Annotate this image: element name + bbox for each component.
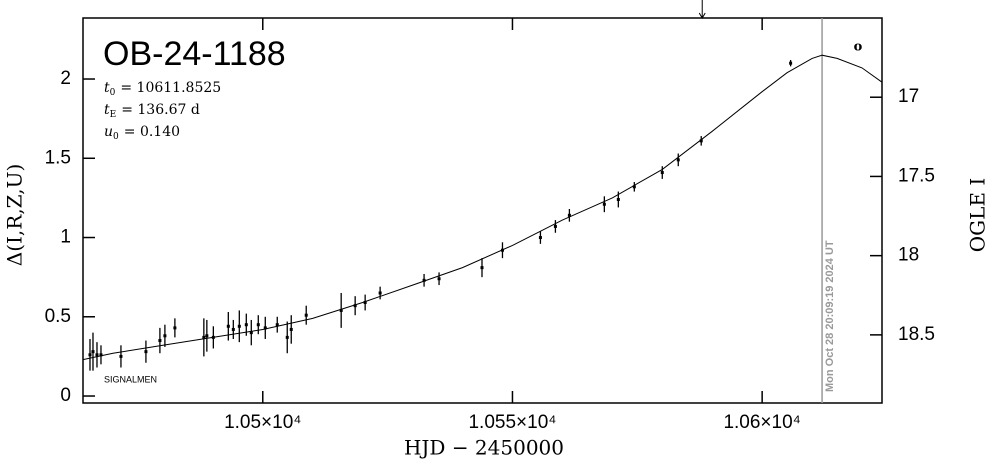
data-point xyxy=(699,139,703,143)
data-point xyxy=(616,197,620,201)
data-point xyxy=(538,236,542,240)
y2-tick-label: 17 xyxy=(898,86,919,107)
parameter-subscript: 0 xyxy=(110,88,116,98)
y-tick-label: 1 xyxy=(60,227,71,248)
data-point xyxy=(339,308,343,312)
y-axis-label: Δ(I,R,Z,U) xyxy=(3,164,27,266)
parameter: tE = 136.67 d xyxy=(104,102,200,120)
y-tick-label: 0.5 xyxy=(45,306,71,327)
data-point xyxy=(88,353,92,357)
data-point xyxy=(205,334,209,338)
data-point xyxy=(256,323,260,327)
data-point xyxy=(285,335,289,339)
data-point xyxy=(202,335,206,339)
data-point xyxy=(567,213,571,217)
parameter-text: = 136.67 d xyxy=(121,102,200,118)
y2-tick-label: 17.5 xyxy=(898,165,935,186)
data-point xyxy=(553,224,557,228)
parameter: u0 = 0.140 xyxy=(104,124,180,142)
data-point xyxy=(237,324,241,328)
corner-mark: o xyxy=(854,40,863,55)
parameter: t0 = 10611.8525 xyxy=(104,80,221,98)
chart-title: OB-24-1188 xyxy=(103,35,286,73)
data-point xyxy=(353,304,357,308)
y-tick-label: 1.5 xyxy=(45,147,71,168)
data-point xyxy=(173,326,177,330)
data-point xyxy=(480,266,484,270)
y2-tick-label: 18 xyxy=(898,245,919,266)
now-label: Mon Oct 28 20:09:19 2024 UT xyxy=(824,240,836,392)
data-point xyxy=(95,353,99,357)
data-point xyxy=(676,158,680,162)
data-point xyxy=(275,323,279,327)
data-point xyxy=(602,202,606,206)
data-point xyxy=(163,334,167,338)
data-point xyxy=(263,326,267,330)
x-tick-label: 1.05×10⁴ xyxy=(224,412,301,433)
data-point xyxy=(789,61,793,65)
y2-tick-label: 18.5 xyxy=(898,324,935,345)
data-point xyxy=(231,327,235,331)
data-point xyxy=(289,327,293,331)
data-point xyxy=(158,339,162,343)
data-point xyxy=(244,323,248,327)
x-tick-label: 1.06×10⁴ xyxy=(723,412,800,433)
arrow xyxy=(698,0,706,19)
data-point xyxy=(249,331,253,335)
data-point xyxy=(144,350,148,354)
parameter-text: = 10611.8525 xyxy=(120,80,221,96)
data-point xyxy=(422,278,426,282)
data-point xyxy=(632,185,636,189)
data-point xyxy=(660,171,664,175)
y-tick-label: 0 xyxy=(60,385,71,406)
data-point xyxy=(99,353,103,357)
parameter-subscript: E xyxy=(110,110,117,120)
x-axis-label: HJD − 2450000 xyxy=(404,436,564,459)
parameter-symbol: u xyxy=(104,124,113,140)
observer-label: SIGNALMEN xyxy=(104,374,157,384)
data-point xyxy=(226,324,230,328)
data-point xyxy=(437,277,441,281)
data-point xyxy=(378,291,382,295)
x-tick-label: 1.055×10⁴ xyxy=(468,412,556,433)
y2-axis-label: OGLE I xyxy=(966,178,986,253)
parameter-text: = 0.140 xyxy=(124,124,180,140)
data-point xyxy=(304,313,308,317)
parameter-symbol: t xyxy=(104,80,110,96)
parameter-subscript: 0 xyxy=(113,132,119,142)
parameter-symbol: t xyxy=(104,102,110,118)
model-curve xyxy=(82,54,883,361)
data-point xyxy=(91,350,95,354)
data-point xyxy=(119,354,123,358)
data-point xyxy=(363,301,367,305)
plot-frame xyxy=(82,17,883,404)
y-tick-label: 2 xyxy=(60,68,71,89)
